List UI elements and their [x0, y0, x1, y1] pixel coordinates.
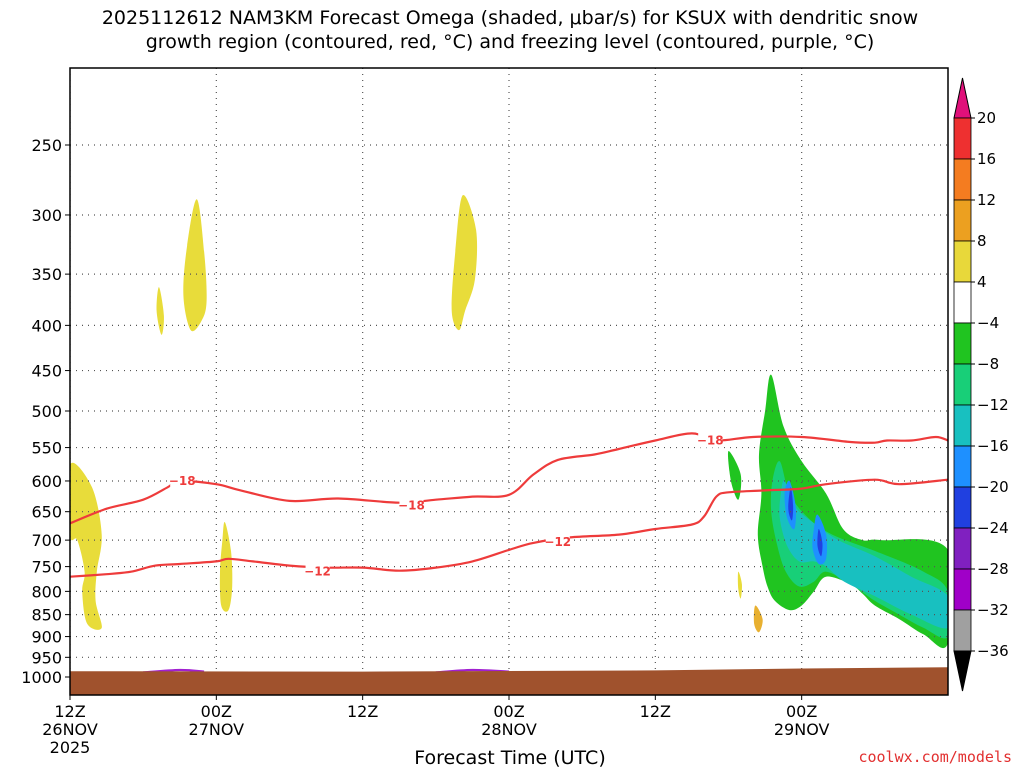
- colorbar-label: −36: [977, 642, 1009, 660]
- colorbar-label: −24: [977, 519, 1009, 537]
- updraft-shade: [451, 194, 478, 331]
- colorbar-swatch: [953, 609, 972, 652]
- updraft-shade: [156, 287, 164, 335]
- contour-label-text: −18: [697, 434, 724, 448]
- contour-label: −18: [169, 472, 196, 488]
- chart-title-line1: 2025112612 NAM3KM Forecast Omega (shaded…: [102, 7, 918, 29]
- y-tick-label: 750: [31, 558, 62, 577]
- colorbar-label: 8: [977, 232, 987, 250]
- colorbar-label: −28: [977, 560, 1009, 578]
- colorbar-swatch: [953, 363, 972, 406]
- y-tick-label: 600: [31, 472, 62, 491]
- y-tick-label: 850: [31, 606, 62, 625]
- x-tick-label: 12Z: [54, 702, 85, 721]
- colorbar-label: −8: [977, 355, 999, 373]
- contour-label-text: −18: [169, 474, 196, 488]
- contour-label-bg: [399, 497, 424, 513]
- updraft-shade: [183, 199, 207, 332]
- contour-label: −12: [304, 563, 331, 579]
- x-tick-label: 12Z: [347, 702, 378, 721]
- contour-label-text: −18: [398, 499, 425, 513]
- contour-label-bg: [698, 432, 723, 448]
- downdraft-shade: [727, 450, 742, 500]
- colorbar-label: −16: [977, 437, 1009, 455]
- x-tick-label: 27NOV: [189, 720, 245, 739]
- contour-label-text: −12: [304, 565, 331, 579]
- updraft-shade: [70, 462, 102, 630]
- plot-area: −18 −18 −18 −12 −12 250 300 350 400 450 500 550 600 6…: [21, 67, 1009, 757]
- colorbar-label: −12: [977, 396, 1009, 414]
- plot-frame: [69, 67, 949, 696]
- x-tick-label: 28NOV: [481, 720, 537, 739]
- x-axis-label: Forecast Time (UTC): [414, 747, 605, 768]
- colorbar-swatch: [953, 158, 972, 201]
- colorbar-label: 4: [977, 273, 987, 291]
- colorbar-swatch: [953, 199, 972, 242]
- x-tick-label: 00Z: [493, 702, 524, 721]
- colorbar-label: 20: [977, 109, 996, 127]
- contour-label: −18: [398, 497, 425, 513]
- contour-label-bg: [305, 563, 330, 579]
- x-tick-label: 26NOV: [42, 720, 98, 739]
- downdraft-shade: [817, 528, 823, 557]
- colorbar-swatch: [953, 404, 972, 447]
- credit-text: coolwx.com/models: [858, 748, 1012, 766]
- y-tick-label: 700: [31, 531, 62, 550]
- x-tick-label: 12Z: [640, 702, 671, 721]
- colorbar-label: −32: [977, 601, 1009, 619]
- x-tick-label: 29NOV: [774, 720, 830, 739]
- colorbar-label: −20: [977, 478, 1009, 496]
- x-tick-label: 00Z: [786, 702, 817, 721]
- y-tick-label: 950: [31, 648, 62, 667]
- plot-content: −18 −18 −18 −12 −12: [70, 68, 948, 695]
- contour-label: −18: [697, 432, 724, 448]
- y-tick-label: 350: [31, 265, 62, 284]
- colorbar-swatch: [953, 281, 972, 324]
- colorbar-swatch: [953, 445, 972, 488]
- colorbar-swatch: [953, 117, 972, 160]
- y-tick-label: 400: [31, 316, 62, 335]
- isotherm-minus-12-contour: [70, 478, 948, 578]
- y-tick-label: 500: [31, 402, 62, 421]
- y-tick-label: 650: [31, 503, 62, 522]
- chart-title-line2: growth region (contoured, red, °C) and f…: [146, 31, 875, 53]
- colorbar-label: −4: [977, 314, 999, 332]
- colorbar-label: 12: [977, 191, 996, 209]
- isotherm-minus-18-contour: [70, 432, 948, 525]
- colorbar-swatch: [953, 240, 972, 283]
- y-tick-label: 1000: [21, 668, 62, 687]
- colorbar-bottom-arrow: [953, 650, 972, 692]
- y-tick-label: 550: [31, 439, 62, 458]
- chart-labels: 2025112612 NAM3KM Forecast Omega (shaded…: [102, 7, 1012, 768]
- y-tick-label: 250: [31, 136, 62, 155]
- x-tick-label: 00Z: [201, 702, 232, 721]
- colorbar-swatch: [953, 486, 972, 529]
- colorbar-top-arrow: [953, 77, 972, 119]
- updraft-shade: [737, 571, 742, 599]
- updraft-shade: [753, 605, 763, 633]
- y-tick-label: 450: [31, 362, 62, 381]
- y-tick-label: 300: [31, 206, 62, 225]
- downdraft-shade: [788, 487, 794, 521]
- colorbar-swatch: [953, 322, 972, 365]
- contour-label: −12: [544, 533, 571, 549]
- x-tick-label: 2025: [50, 738, 91, 757]
- colorbar-label: 16: [977, 150, 996, 168]
- contour-label-text: −12: [544, 535, 571, 549]
- contour-label-bg: [170, 472, 195, 488]
- y-tick-label: 800: [31, 582, 62, 601]
- terrain-below-ground: [70, 667, 948, 695]
- contour-label-bg: [545, 533, 570, 549]
- downdraft-shade: [779, 480, 948, 629]
- colorbar-swatch: [953, 568, 972, 611]
- colorbar: 20 16 12 8 4 −4 −8 −12 −16 −20 −24 −28 −32 −36: [953, 77, 1009, 692]
- colorbar-swatch: [953, 527, 972, 570]
- y-tick-label: 900: [31, 628, 62, 647]
